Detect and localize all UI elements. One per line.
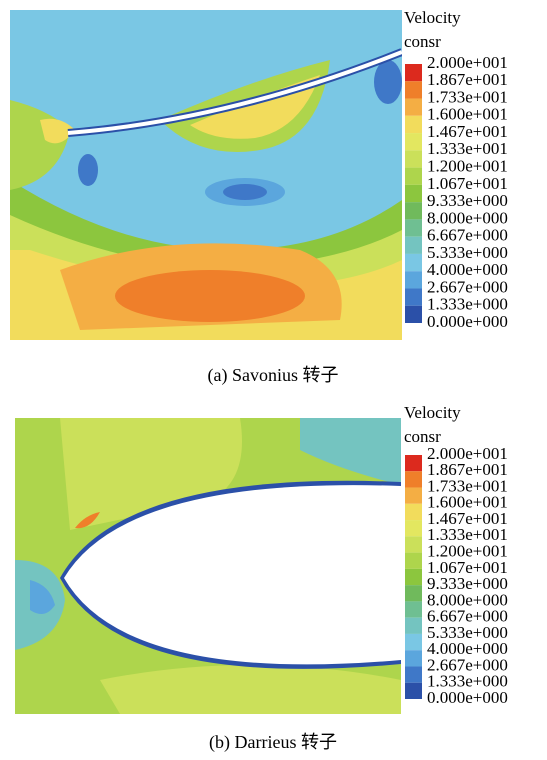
legend-label: 2.000e+001 (427, 444, 508, 463)
legend-swatch (405, 236, 422, 254)
legend-swatch (405, 601, 422, 618)
legend-label: 1.200e+001 (427, 157, 508, 176)
legend-swatch (405, 520, 422, 537)
legend-swatch (405, 288, 422, 306)
legend-swatch (405, 536, 422, 553)
legend-swatch (405, 133, 422, 151)
legend-swatch (405, 682, 422, 699)
legend-swatch (405, 633, 422, 651)
contour-b (15, 418, 401, 714)
legend-label: 1.467e+001 (427, 509, 508, 528)
legend-label: 6.667e+000 (427, 607, 508, 626)
legend-swatch (405, 64, 422, 82)
contour-a (10, 10, 402, 340)
legend-label: 6.667e+000 (427, 226, 508, 245)
legend-label: 1.200e+001 (427, 542, 508, 561)
legend-swatch (405, 455, 422, 472)
legend-label: 1.067e+001 (427, 174, 508, 193)
legend-title: Velocity (404, 403, 461, 422)
legend-swatch (405, 552, 422, 569)
legend-swatch (405, 253, 422, 272)
legend-swatch (405, 585, 422, 602)
legend-swatch (405, 167, 422, 185)
legend-swatch (405, 202, 422, 220)
legend-label: 8.000e+000 (427, 208, 508, 227)
legend-subtitle: consr (404, 427, 441, 446)
legend-subtitle: consr (404, 32, 441, 51)
legend-label: 1.600e+001 (427, 105, 508, 124)
legend-swatch (405, 184, 422, 203)
legend-swatch (405, 81, 422, 99)
legend-swatch (405, 150, 422, 168)
legend-label: 1.867e+001 (427, 460, 508, 479)
legend-swatch (405, 115, 422, 134)
legend-label: 1.333e+001 (427, 139, 508, 158)
legend-label: 9.333e+000 (427, 191, 508, 210)
legend-label: 1.733e+001 (427, 476, 508, 495)
legend-label: 0.000e+000 (427, 312, 508, 331)
legend-label: 2.667e+000 (427, 277, 508, 296)
legend-label: 1.333e+000 (427, 672, 508, 691)
legend-swatch (405, 487, 422, 504)
legend-label: 9.333e+000 (427, 574, 508, 593)
legend-label: 1.067e+001 (427, 558, 508, 577)
legend-swatch (405, 471, 422, 488)
legend-swatch (405, 617, 422, 634)
legend-label: 0.000e+000 (427, 688, 508, 707)
legend-title: Velocity (404, 8, 461, 27)
legend-label: 1.600e+001 (427, 493, 508, 512)
legend-swatch (405, 271, 422, 289)
legend-label: 1.733e+001 (427, 87, 508, 106)
legend-swatch (405, 305, 422, 323)
legend-label: 2.667e+000 (427, 655, 508, 674)
legend-label: 4.000e+000 (427, 639, 508, 658)
legend-swatch (405, 503, 422, 521)
legend-label: 8.000e+000 (427, 590, 508, 609)
legend-swatch (405, 666, 422, 683)
legend-label: 1.467e+001 (427, 122, 508, 141)
legend-swatch (405, 98, 422, 116)
legend-label: 1.867e+001 (427, 70, 508, 89)
legend-label: 1.333e+000 (427, 295, 508, 314)
legend-swatch (405, 568, 422, 586)
legend-label: 2.000e+001 (427, 53, 508, 72)
legend-label: 5.333e+000 (427, 243, 508, 262)
caption: (a) Savonius 转子 (208, 365, 339, 386)
legend-label: 4.000e+000 (427, 260, 508, 279)
legend-label: 5.333e+000 (427, 623, 508, 642)
caption: (b) Darrieus 转子 (209, 732, 337, 753)
legend-swatch (405, 219, 422, 237)
legend-label: 1.333e+001 (427, 525, 508, 544)
legend-swatch (405, 650, 422, 667)
